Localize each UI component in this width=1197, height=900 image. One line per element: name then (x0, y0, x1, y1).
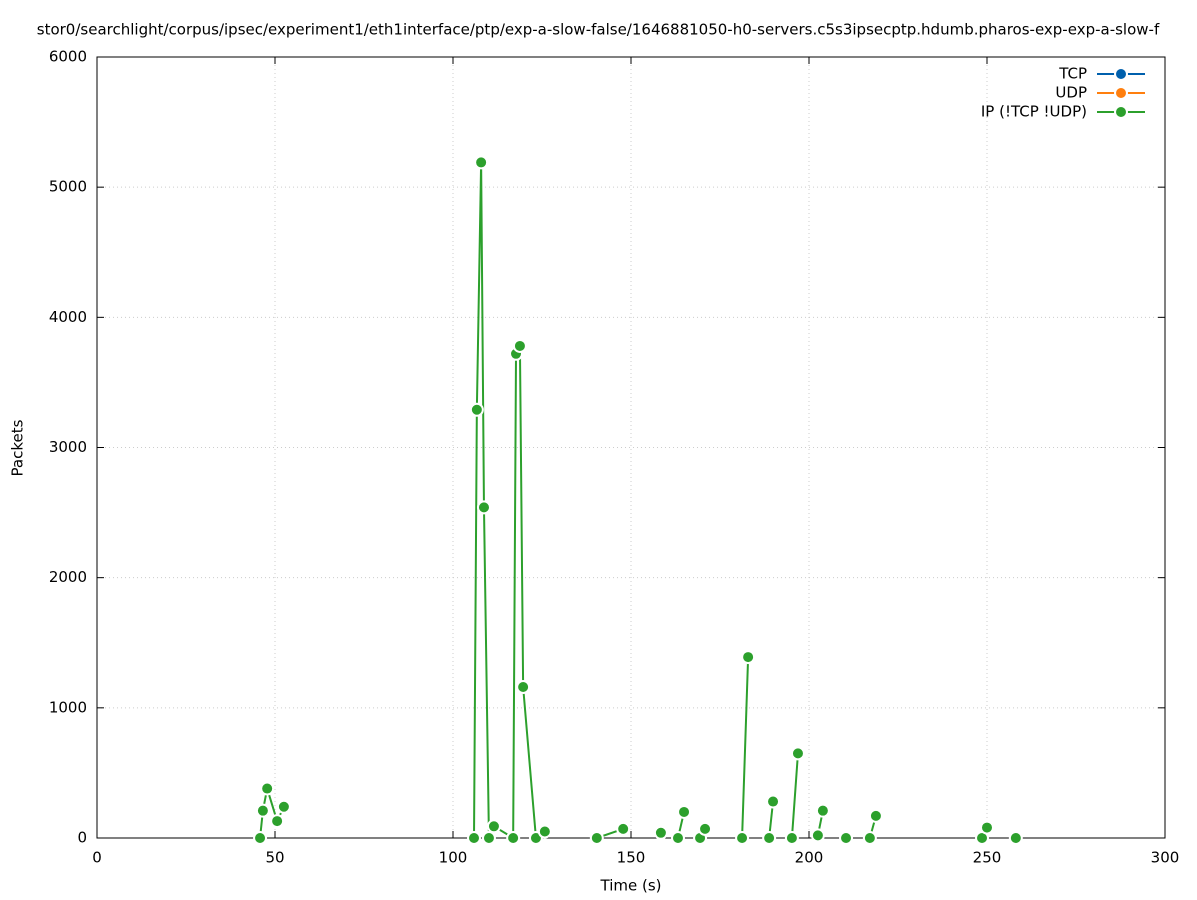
data-point (862, 831, 877, 845)
data-point (481, 831, 496, 845)
y-tick-label: 5000 (49, 178, 87, 196)
y-tick-label: 2000 (49, 568, 87, 586)
x-tick-label: 0 (92, 849, 102, 867)
x-tick-label: 150 (617, 849, 646, 867)
plot-frame (96, 56, 1166, 839)
data-point (698, 821, 713, 836)
x-axis-label: Time (s) (600, 877, 662, 895)
data-point (486, 819, 501, 834)
legend-marker (1114, 67, 1128, 81)
x-tick-label: 300 (1151, 849, 1180, 867)
y-tick-label: 3000 (49, 438, 87, 456)
y-tick-label: 0 (77, 829, 87, 847)
data-point (762, 831, 777, 845)
data-point (653, 825, 668, 840)
data-point (670, 831, 685, 845)
data-point (537, 824, 552, 839)
data-point (469, 402, 484, 417)
data-point (589, 831, 604, 845)
data-point (276, 799, 291, 814)
legend-label: TCP (1058, 65, 1087, 83)
data-point (516, 680, 531, 695)
data-point (476, 500, 491, 515)
y-tick-label: 1000 (49, 698, 87, 716)
data-point (790, 746, 805, 761)
data-point (616, 821, 631, 836)
data-point (839, 831, 854, 845)
data-point (467, 831, 482, 845)
data-point (735, 831, 750, 845)
x-tick-label: 200 (795, 849, 824, 867)
legend-label: IP (!TCP !UDP) (981, 103, 1087, 121)
chart-title: stor0/searchlight/corpus/ipsec/experimen… (37, 21, 1160, 39)
data-point (815, 803, 830, 818)
x-tick-label: 100 (439, 849, 468, 867)
legend-marker (1114, 86, 1128, 100)
data-point (980, 820, 994, 835)
data-point (766, 794, 781, 809)
y-tick-label: 4000 (49, 308, 87, 326)
legend-label: UDP (1055, 84, 1087, 102)
data-point (512, 338, 527, 353)
data-point (741, 650, 756, 665)
x-tick-label: 50 (265, 849, 284, 867)
legend-marker (1114, 105, 1128, 119)
x-tick-label: 250 (973, 849, 1002, 867)
data-point (784, 831, 799, 845)
data-point (810, 828, 825, 843)
data-point (270, 814, 285, 829)
data-point (677, 804, 692, 819)
data-point (474, 155, 489, 170)
data-point (253, 831, 268, 845)
y-tick-label: 6000 (49, 48, 87, 66)
data-point (506, 831, 521, 845)
y-axis-label: Packets (9, 419, 27, 476)
data-point (260, 781, 275, 796)
data-point (868, 808, 883, 823)
data-point (255, 803, 270, 818)
data-point (1008, 831, 1023, 845)
